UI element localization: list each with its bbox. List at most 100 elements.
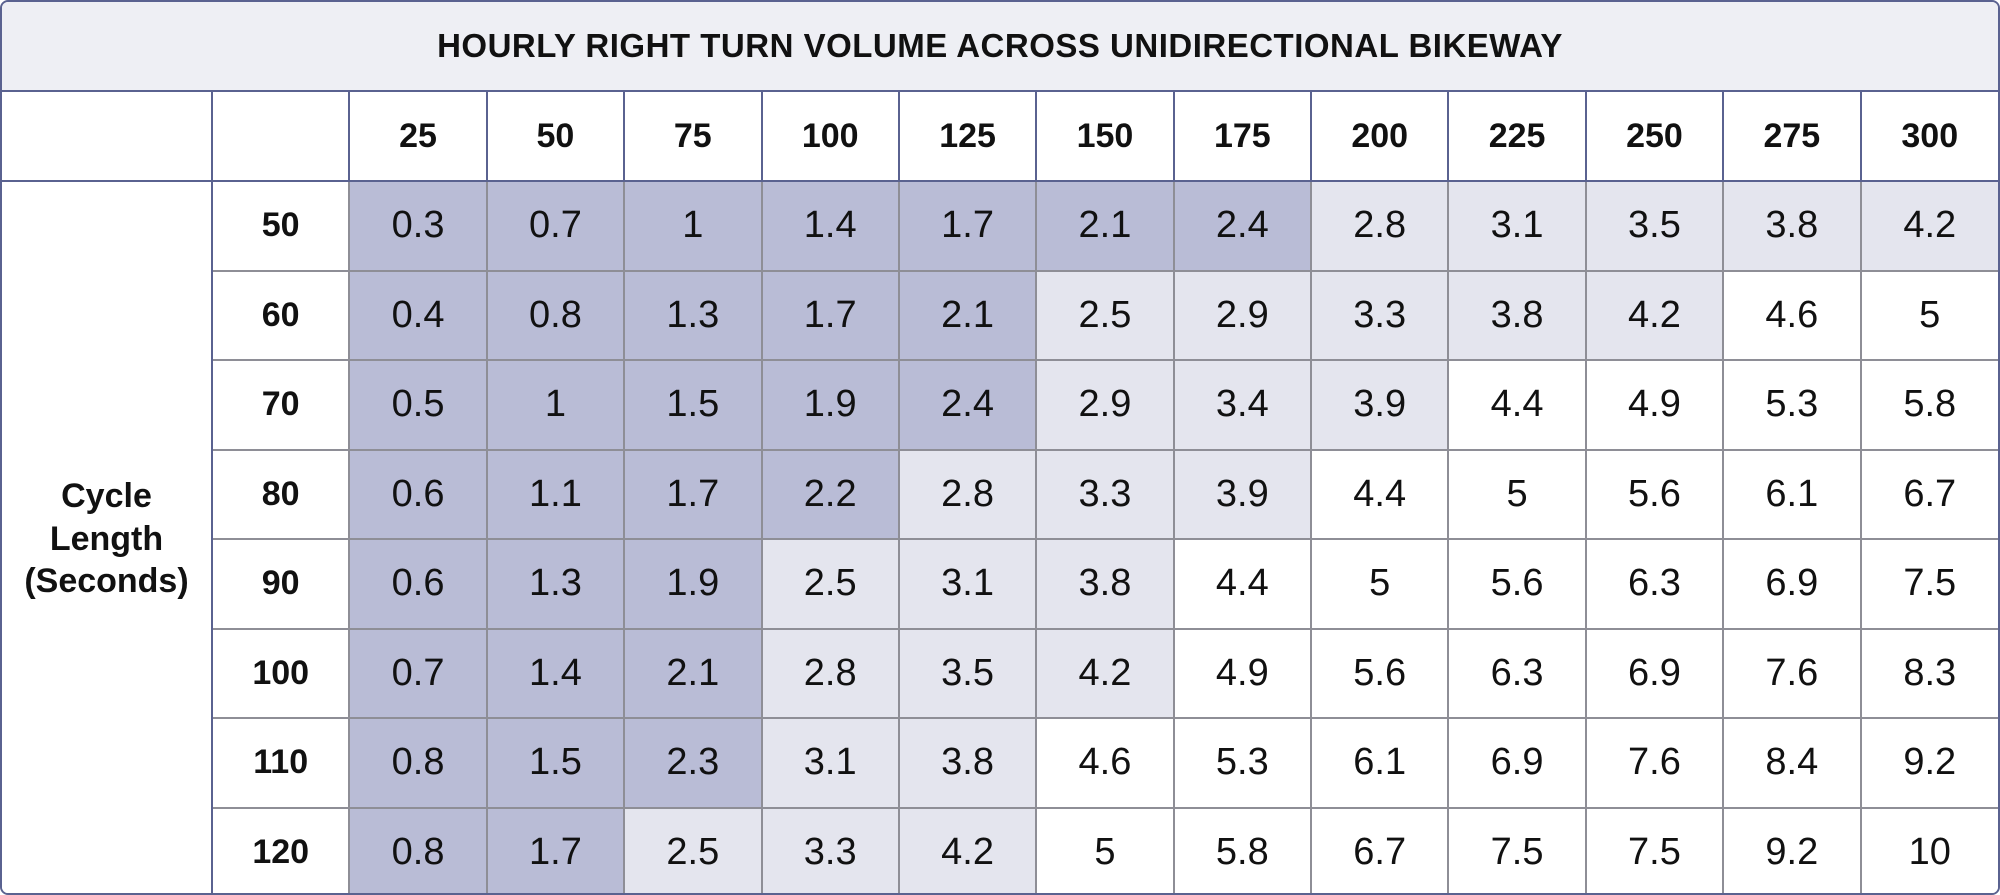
table-cell: 5.8 [1172,806,1313,893]
column-header: 200 [1309,92,1449,182]
table-cell: 3.1 [1447,180,1587,272]
table-cell: 3.1 [897,538,1038,630]
table-cell: 3.3 [760,806,900,893]
table-cell: 6.7 [1309,806,1450,893]
header-row: 25 50 75 100 125 150 175 200 225 250 275 300 [2,92,1998,182]
table-cell: 2.4 [897,359,1038,451]
column-header: 175 [1172,92,1311,182]
table-cell: 2.5 [760,538,900,630]
table-cell: 3.8 [1035,538,1175,630]
table-cell: 6.9 [1447,717,1587,809]
table-cell: 3.8 [1722,180,1862,272]
table-cell: 5 [1447,448,1587,540]
table-cell: 5 [1309,538,1450,630]
table-cell: 2.8 [897,448,1038,540]
table-cell: 8.3 [1859,627,1998,719]
table-cell: 2.5 [1035,269,1175,361]
column-header: 300 [1859,92,1998,182]
table-cell: 1.7 [760,269,900,361]
table-cell: 7.5 [1859,538,1998,630]
table-cell: 6.1 [1722,448,1862,540]
table-cell: 7.6 [1722,627,1862,719]
table-cell: 6.7 [1859,448,1998,540]
row-group-label: Cycle Length (Seconds) [2,181,213,893]
table-cell: 0.7 [348,627,488,719]
table-cell: 8.4 [1722,717,1862,809]
row-header: 50 [210,180,351,272]
data-table: 25 50 75 100 125 150 175 200 225 250 275 300 Cycle … [2,92,1998,893]
table-cell: 1.7 [623,448,763,540]
table-cell: 1.5 [623,359,763,451]
table-cell: 6.9 [1584,627,1725,719]
column-header: 25 [348,92,487,182]
table-cell: 5.3 [1722,359,1862,451]
table-cell: 0.3 [348,180,488,272]
table-cell: 1.9 [760,359,900,451]
column-header: 250 [1584,92,1724,182]
row-header: 120 [210,806,351,893]
table-cell: 1 [623,180,763,272]
table-cell: 6.3 [1584,538,1725,630]
table-cell: 4.2 [1859,180,1998,272]
table-cell: 2.9 [1035,359,1175,451]
table-cell: 4.4 [1447,359,1587,451]
table-title: HOURLY RIGHT TURN VOLUME ACROSS UNIDIREC… [2,2,1998,92]
table-cell: 1.1 [485,448,626,540]
table-cell: 3.3 [1309,269,1450,361]
table-cell: 0.8 [485,269,626,361]
table-cell: 3.8 [1447,269,1587,361]
table-cell: 6.3 [1447,627,1587,719]
row-header: 70 [210,359,351,451]
table-cell: 2.1 [623,627,763,719]
table-cell: 4.2 [1035,627,1175,719]
table-cell: 6.9 [1722,538,1862,630]
column-header: 75 [623,92,762,182]
row-header: 110 [210,717,351,809]
table-body: Cycle Length (Seconds) 50 0.3 0.7 1 1.4 1.7 2.1… [2,180,1998,893]
table-cell: 5.6 [1309,627,1450,719]
table-cell: 5 [1859,269,1998,361]
table-cell: 3.4 [1172,359,1313,451]
table-cell: 2.8 [760,627,900,719]
row-header: 60 [210,269,351,361]
table-cell: 0.8 [348,806,488,893]
table-cell: 1.7 [897,180,1038,272]
table-cell: 0.5 [348,359,488,451]
column-header: 275 [1722,92,1861,182]
table-row: Cycle Length (Seconds) 50 0.3 0.7 1 1.4 1.7 2.1… [2,180,1998,893]
table-cell: 3.1 [760,717,900,809]
table-cell: 2.8 [1309,180,1450,272]
table-row: 70 0.5 1 1.5 1.9 2.4 2.9 3.4 3.9 4.4 4.9 5.3 5.8 [2,359,1998,451]
table-cell: 1 [485,359,626,451]
table-cell: 0.6 [348,448,488,540]
column-header: 100 [760,92,899,182]
table-row: 100 0.7 1.4 2.1 2.8 3.5 4.2 4.9 5.6 6.3 6.9 7.6 8.3 [2,627,1998,719]
table-cell: 3.9 [1309,359,1450,451]
table-cell: 7.5 [1584,806,1725,893]
table-cell: 6.1 [1309,717,1450,809]
table-cell: 1.3 [623,269,763,361]
table-cell: 0.7 [485,180,626,272]
row-header: 100 [210,627,351,719]
table-cell: 9.2 [1859,717,1998,809]
table-cell: 9.2 [1722,806,1862,893]
column-header: 150 [1035,92,1174,182]
table-cell: 2.9 [1172,269,1313,361]
table-cell: 7.6 [1584,717,1725,809]
table-cell: 4.9 [1584,359,1725,451]
table-cell: 2.1 [897,269,1038,361]
table-cell: 5.3 [1172,717,1313,809]
column-header: 225 [1447,92,1586,182]
table-cell: 10 [1859,806,1998,893]
table-cell: 5.6 [1584,448,1725,540]
table-cell: 1.9 [623,538,763,630]
table-cell: 1.4 [760,180,900,272]
table-cell: 1.7 [485,806,626,893]
table-cell: 5.8 [1859,359,1998,451]
table-cell: 0.6 [348,538,488,630]
table-cell: 2.5 [623,806,763,893]
table-cell: 4.6 [1035,717,1175,809]
table-cell: 3.5 [1584,180,1725,272]
table-cell: 2.1 [1035,180,1175,272]
